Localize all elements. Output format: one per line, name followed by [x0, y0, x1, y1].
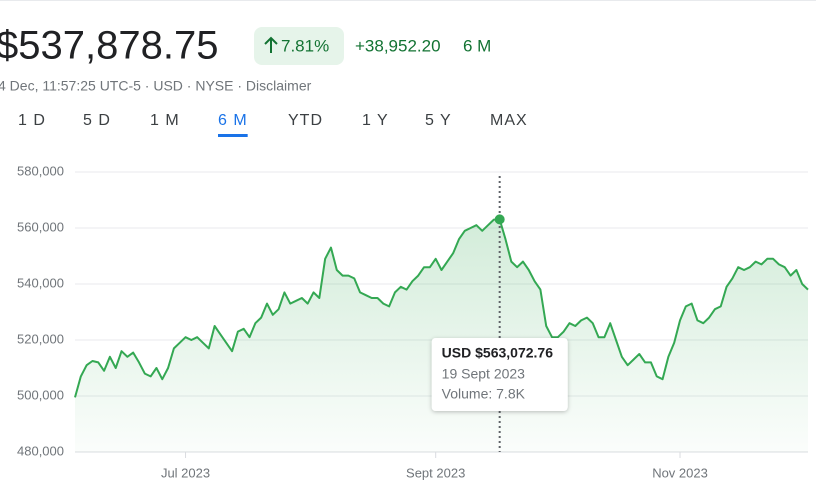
tab[interactable]: 5 D: [83, 112, 111, 129]
area: [75, 219, 808, 452]
highlight-point: [494, 214, 505, 225]
tab[interactable]: MAX: [490, 112, 528, 129]
tab[interactable]: 6 M: [218, 112, 248, 129]
tooltip-volume: Volume: 7.8K: [442, 386, 526, 402]
x-tick-label: Jul 2023: [161, 465, 210, 480]
y-tick-label: 560,000: [17, 219, 64, 234]
y-tick-label: 580,000: [17, 163, 64, 178]
price: $537,878.75: [0, 24, 218, 68]
y-tick-label: 520,000: [17, 331, 64, 346]
tab[interactable]: YTD: [288, 112, 323, 129]
y-tick-label: 500,000: [17, 387, 64, 402]
change-amount: +38,952.20: [355, 36, 441, 55]
tab[interactable]: 1 Y: [362, 112, 389, 129]
price-line: [74, 218, 809, 398]
change-badge: [254, 27, 344, 65]
y-tick-label: 540,000: [17, 275, 64, 290]
up-arrow: [264, 36, 278, 53]
change-percent: 7.81%: [281, 36, 329, 55]
x-tick-label: Sept 2023: [406, 465, 465, 480]
period: 6 M: [463, 36, 491, 55]
tooltip: [431, 338, 568, 411]
tab[interactable]: 1 D: [18, 112, 46, 129]
tab[interactable]: 1 M: [150, 112, 180, 129]
meta: 4 Dec, 11:57:25 UTC-5 · USD · NYSE · Dis…: [0, 78, 312, 94]
tooltip-date: 19 Sept 2023: [442, 366, 526, 382]
y-tick-label: 480,000: [17, 443, 64, 458]
tab[interactable]: 5 Y: [425, 112, 452, 129]
tooltip-price: USD $563,072.76: [442, 345, 554, 361]
x-tick-label: Nov 2023: [652, 465, 708, 480]
active-tab-indicator: [218, 134, 248, 137]
